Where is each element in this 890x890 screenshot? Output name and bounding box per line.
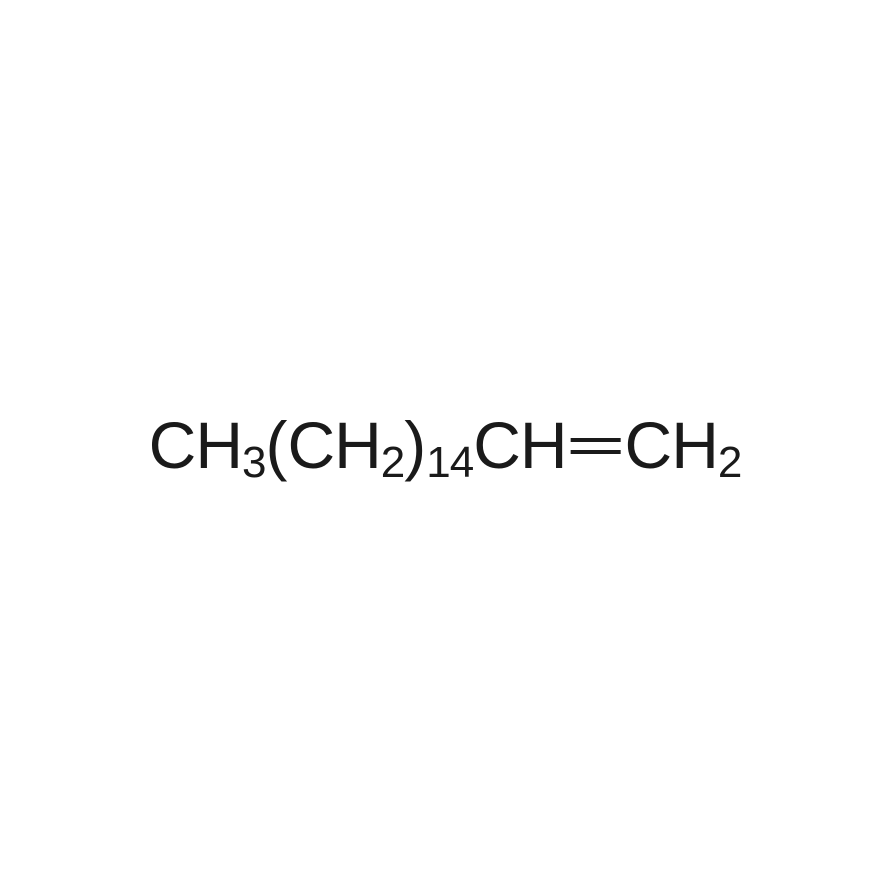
terminal-ch2-subscript: 2 [718, 438, 741, 488]
vinyl-ch: CH [473, 407, 566, 483]
double-bond-icon [567, 412, 625, 478]
methyl-subscript: 3 [242, 438, 265, 488]
chemical-formula: CH 3 ( CH 2 ) 14 CH CH 2 [149, 407, 742, 483]
methyl-carbon: CH [149, 407, 242, 483]
methylene-subscript: 2 [381, 438, 404, 488]
methylene-carbon: CH [287, 407, 380, 483]
terminal-ch2-carbon: CH [625, 407, 718, 483]
right-paren: ) [404, 407, 426, 483]
left-paren: ( [265, 407, 287, 483]
repeat-count-subscript: 14 [426, 438, 473, 488]
